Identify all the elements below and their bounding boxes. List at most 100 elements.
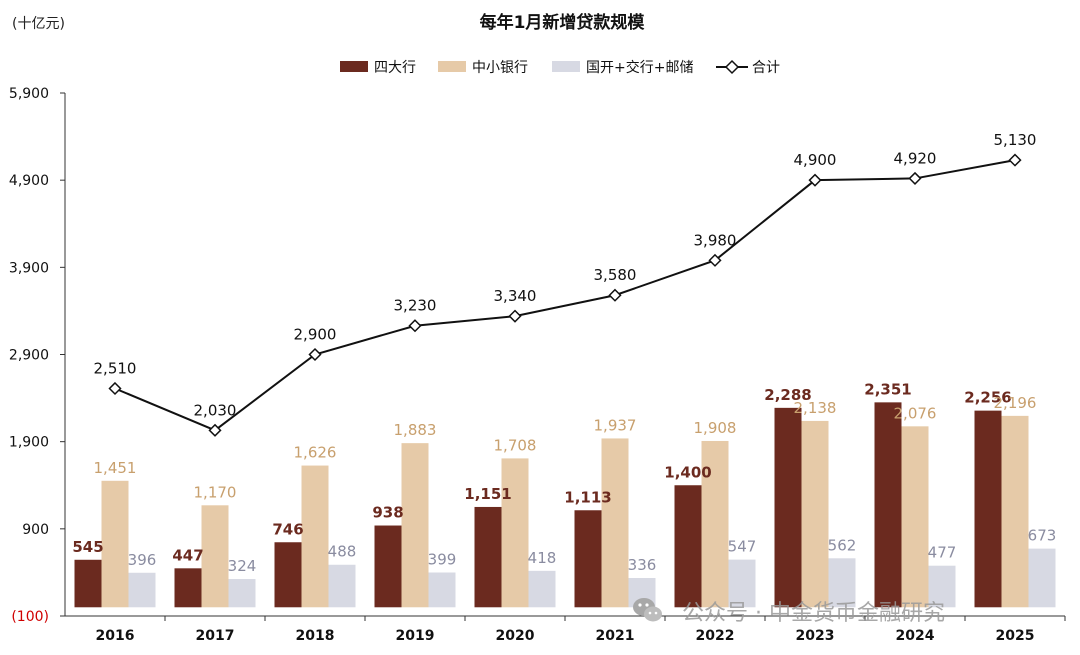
data-label: 336 xyxy=(628,556,657,574)
legend: 四大行 中小银行 国开+交行+邮储 合计 xyxy=(340,59,780,76)
watermark: 公众号 · 中金货币金融研究 xyxy=(633,598,945,626)
total-label: 2,510 xyxy=(94,359,137,377)
bar-0-2021 xyxy=(574,510,602,608)
data-label: 547 xyxy=(728,538,757,556)
bar-1-2023 xyxy=(801,420,829,608)
bar-0-2025 xyxy=(974,410,1002,608)
bar-2-2020 xyxy=(528,570,556,608)
data-label: 2,256 xyxy=(964,389,1011,407)
bar-0-2016 xyxy=(74,559,102,608)
bar-2-2025 xyxy=(1028,548,1056,608)
data-label: 2,138 xyxy=(794,399,837,417)
bar-1-2025 xyxy=(1001,415,1029,608)
total-point xyxy=(208,423,222,437)
data-label: 1,626 xyxy=(294,444,337,462)
data-label: 1,708 xyxy=(494,436,537,454)
y-tick-label: 900 xyxy=(22,522,49,538)
bar-0-2020 xyxy=(474,506,502,608)
data-label: 477 xyxy=(928,544,957,562)
bar-0-2024 xyxy=(874,402,902,608)
x-tick-labels: 2016 2017 2018 2019 2020 2021 2022 2023 2024 2025 xyxy=(96,616,1066,644)
total-label: 4,900 xyxy=(794,151,837,169)
data-label: 2,076 xyxy=(894,404,937,422)
total-line: 2,510 2,030 2,900 3,230 3,340 3,580 3,980 4,900… xyxy=(94,131,1037,437)
unit-label: (十亿元) xyxy=(12,16,65,32)
data-label: 1,937 xyxy=(594,416,637,434)
bar-1-2016 xyxy=(101,480,129,608)
data-label: 399 xyxy=(428,551,457,569)
bar-1-2021 xyxy=(601,438,629,608)
x-tick-label: 2016 xyxy=(96,628,135,644)
total-point xyxy=(308,347,322,362)
legend-label-total: 合计 xyxy=(752,60,780,76)
data-label: 1,908 xyxy=(694,419,737,437)
x-tick-label: 2018 xyxy=(296,628,335,644)
x-tick-label: 2024 xyxy=(896,628,935,644)
y-tick-label: 3,900 xyxy=(9,260,49,276)
legend-swatch-big4 xyxy=(340,61,368,72)
total-label: 3,230 xyxy=(394,297,437,315)
data-label: 2,288 xyxy=(764,386,811,404)
watermark-text: 公众号 · 中金货币金融研究 xyxy=(682,601,945,626)
y-tick-label: 2,900 xyxy=(9,348,49,364)
bar-2-2023 xyxy=(828,558,856,608)
bar-1-2022 xyxy=(701,440,729,608)
data-label: 1,151 xyxy=(464,485,511,503)
legend-swatch-policy xyxy=(552,61,580,72)
y-ticks: (100) 900 1,900 2,900 3,900 4,900 5,900 xyxy=(9,86,65,625)
bar-1-2020 xyxy=(501,458,529,608)
data-label: 562 xyxy=(828,536,857,554)
bar-0-2023 xyxy=(774,407,802,608)
bar-2-2017 xyxy=(228,579,256,608)
total-label: 3,340 xyxy=(494,287,537,305)
data-label: 545 xyxy=(72,538,103,556)
legend-label-policy: 国开+交行+邮储 xyxy=(586,59,693,76)
y-tick-label: 4,900 xyxy=(9,173,49,189)
total-point xyxy=(108,381,122,396)
x-tick-label: 2017 xyxy=(196,628,235,644)
x-tick-label: 2020 xyxy=(496,628,535,644)
total-point xyxy=(408,319,422,333)
bar-1-2018 xyxy=(301,465,329,608)
data-label: 1,170 xyxy=(194,483,237,501)
data-label: 2,196 xyxy=(994,394,1037,412)
legend-label-smb: 中小银行 xyxy=(472,60,528,76)
data-label: 938 xyxy=(372,504,403,522)
total-label: 2,030 xyxy=(194,401,237,419)
bar-0-2019 xyxy=(374,525,402,608)
x-tick-label: 2019 xyxy=(396,628,435,644)
total-label: 3,980 xyxy=(694,231,737,249)
data-label: 1,113 xyxy=(564,488,611,506)
total-label: 4,920 xyxy=(894,149,937,167)
total-point xyxy=(508,309,522,323)
data-label: 488 xyxy=(328,543,357,561)
data-label: 746 xyxy=(272,520,303,538)
x-tick-label: 2022 xyxy=(696,628,735,644)
bar-2-2022 xyxy=(728,559,756,608)
chart-title: 每年1月新增贷款规模 xyxy=(480,12,646,33)
bar-2-2016 xyxy=(128,572,156,608)
bar-2-2024 xyxy=(928,565,956,608)
legend-label-big4: 四大行 xyxy=(374,60,416,76)
total-point xyxy=(1008,153,1022,167)
y-tick-label: 5,900 xyxy=(9,86,49,102)
bar-labels: 545 1,451 396 447 1,170 324 746 1,626 488 938 1,88… xyxy=(72,380,1056,575)
x-tick-label: 2025 xyxy=(996,628,1035,644)
total-point xyxy=(808,173,822,187)
bar-1-2017 xyxy=(201,505,229,608)
total-label: 3,580 xyxy=(594,266,637,284)
y-tick-label: 1,900 xyxy=(9,435,49,451)
data-label: 447 xyxy=(172,546,203,564)
legend-marker-total xyxy=(724,59,740,75)
data-label: 396 xyxy=(128,551,157,569)
bar-0-2022 xyxy=(674,485,702,608)
data-label: 1,451 xyxy=(94,459,137,477)
x-tick-label: 2021 xyxy=(596,628,635,644)
data-label: 1,400 xyxy=(664,463,711,481)
total-label: 5,130 xyxy=(994,131,1037,149)
bar-2-2018 xyxy=(328,564,356,608)
total-line-path xyxy=(114,159,1016,432)
data-label: 418 xyxy=(528,549,557,567)
total-point xyxy=(708,253,722,267)
